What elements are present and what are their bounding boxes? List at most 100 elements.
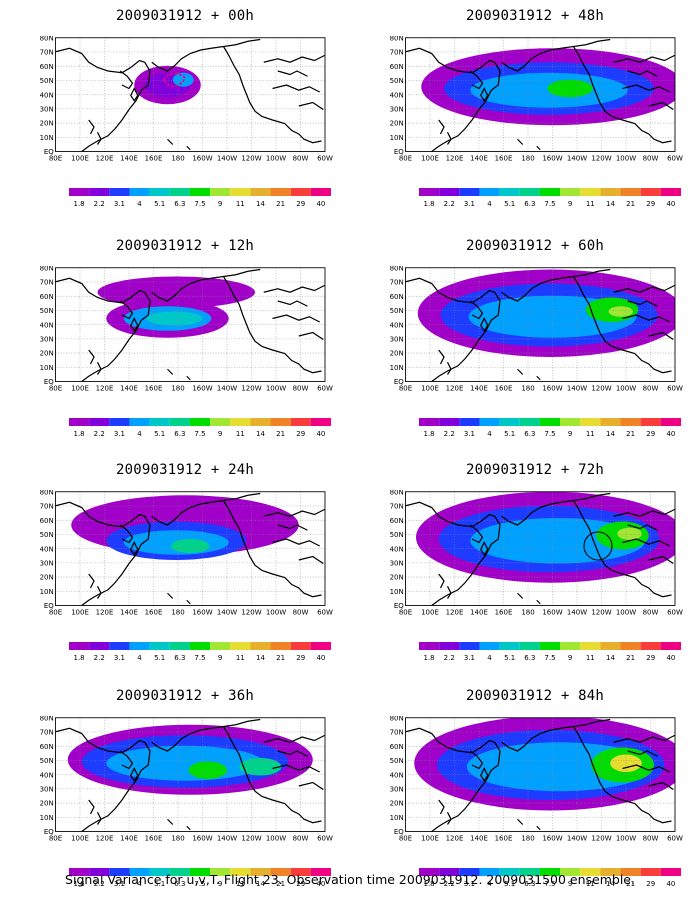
colorbar-swatch xyxy=(519,418,540,426)
lat-label: 80N xyxy=(40,490,54,496)
lat-label: 30N xyxy=(40,335,54,343)
colorbar-label: 5.1 xyxy=(504,430,515,438)
colorbar-label: 7.5 xyxy=(194,880,205,888)
lat-label: 20N xyxy=(390,120,404,128)
coastline xyxy=(517,592,524,599)
lat-label: 70N xyxy=(40,503,54,511)
variance-contour xyxy=(617,527,642,540)
colorbar-swatch xyxy=(310,418,331,426)
colorbar-swatch xyxy=(310,188,331,196)
colorbar-label: 4 xyxy=(487,430,492,438)
lat-label: 20N xyxy=(390,574,404,582)
colorbar-label: 3.1 xyxy=(114,654,125,662)
lon-label: 180 xyxy=(521,384,534,392)
forecast-panel-12h: 2009031912 + 12h 80N 70N 60N 50N 40N 30N 20N 10N… xyxy=(15,238,355,448)
lat-label: 30N xyxy=(390,785,404,793)
colorbar-label: 14 xyxy=(256,200,265,208)
lon-label: 120W xyxy=(591,608,611,616)
colorbar-label: 5.1 xyxy=(504,200,515,208)
colorbar-label: 5.1 xyxy=(154,654,165,662)
lon-label: 100E xyxy=(71,834,89,842)
colorbar-label: 29 xyxy=(296,200,305,208)
colorbar-label: 9 xyxy=(218,654,222,662)
coastline xyxy=(186,375,191,381)
lat-label: 60N xyxy=(40,63,54,71)
lon-label: 100E xyxy=(71,384,89,392)
lat-label: 50N xyxy=(40,307,54,315)
lat-label: 60N xyxy=(390,63,404,71)
coastline xyxy=(222,500,322,598)
colorbar-swatch xyxy=(89,418,110,426)
colorbar-swatch xyxy=(620,188,641,196)
lon-label: 180 xyxy=(521,154,534,162)
colorbar-swatch xyxy=(129,418,150,426)
coastline xyxy=(438,799,445,815)
colorbar-swatch xyxy=(499,642,520,650)
colorbar-label: 6.3 xyxy=(174,430,185,438)
coastline xyxy=(119,524,134,544)
lat-label: 80N xyxy=(390,36,404,42)
coastline xyxy=(96,361,102,375)
lon-label: 80E xyxy=(399,608,412,616)
coastline xyxy=(627,524,658,531)
coastline xyxy=(622,314,671,323)
lon-label: 180 xyxy=(171,834,184,842)
lon-label: 120E xyxy=(446,384,464,392)
coastline xyxy=(469,750,484,770)
lat-label: 30N xyxy=(40,105,54,113)
forecast-panel-24h: 2009031912 + 24h 80N 70N 60N 50N 40N 30N 20N 10N… xyxy=(15,462,355,672)
colorbar-swatch xyxy=(539,188,561,196)
colorbar-label: 21 xyxy=(626,430,635,438)
coastline xyxy=(167,138,174,145)
colorbar-label: 11 xyxy=(586,430,595,438)
coastline xyxy=(272,764,321,773)
lon-label: 180 xyxy=(171,154,184,162)
coastline xyxy=(130,317,139,332)
colorbar-swatch xyxy=(479,868,500,876)
colorbar-label: 14 xyxy=(606,430,615,438)
lon-label: 160E xyxy=(145,834,163,842)
coastline xyxy=(272,314,321,323)
lon-label: 160E xyxy=(145,608,163,616)
colorbar-label: 6.3 xyxy=(524,200,535,208)
lon-label: 80W xyxy=(643,154,659,162)
lon-label: 100W xyxy=(266,384,286,392)
coastline xyxy=(536,825,541,831)
lon-label: 60W xyxy=(317,384,333,392)
colorbar-swatch xyxy=(310,868,331,876)
colorbar-label: 21 xyxy=(626,880,635,888)
lat-label: 40N xyxy=(40,321,54,329)
coastline xyxy=(446,361,452,375)
lon-label: 160E xyxy=(495,384,513,392)
colorbar-swatch xyxy=(419,418,440,426)
coastline xyxy=(613,54,675,63)
lat-label: 20N xyxy=(40,800,54,808)
colorbar: 1.6 2.2 3.1 4 5.1 6.3 7.5 9 11 14 21 29 40 xyxy=(69,868,331,888)
colorbar-swatch xyxy=(459,642,480,650)
lon-label: 120W xyxy=(241,384,261,392)
colorbar-label: 21 xyxy=(626,654,635,662)
colorbar-swatch xyxy=(270,188,291,196)
panel-title: 2009031912 + 12h xyxy=(115,238,255,254)
colorbar-swatch xyxy=(600,188,621,196)
lat-label: 80N xyxy=(390,490,404,496)
colorbar-label: 2.2 xyxy=(444,200,455,208)
colorbar-label: 5.1 xyxy=(504,880,515,888)
colorbar-swatch xyxy=(290,418,311,426)
lat-label: 60N xyxy=(390,743,404,751)
colorbar-swatch xyxy=(539,868,561,876)
coastline xyxy=(613,284,675,293)
lat-label: 70N xyxy=(40,279,54,287)
lon-label: 80W xyxy=(643,384,659,392)
lat-label: 50N xyxy=(40,77,54,85)
colorbar-label: 4 xyxy=(137,654,142,662)
colorbar-label: 11 xyxy=(586,654,595,662)
lat-label: 60N xyxy=(390,517,404,525)
lat-label: 40N xyxy=(40,771,54,779)
coastline xyxy=(405,501,501,606)
lat-label: 80N xyxy=(390,716,404,722)
forecast-panel-0h: 2009031912 + 00h 80N 70N 60N 50N 40N 30N 20N 10N… xyxy=(15,8,355,218)
colorbar-swatch xyxy=(250,642,271,650)
variance-contour xyxy=(171,539,210,553)
lat-label: 20N xyxy=(390,350,404,358)
